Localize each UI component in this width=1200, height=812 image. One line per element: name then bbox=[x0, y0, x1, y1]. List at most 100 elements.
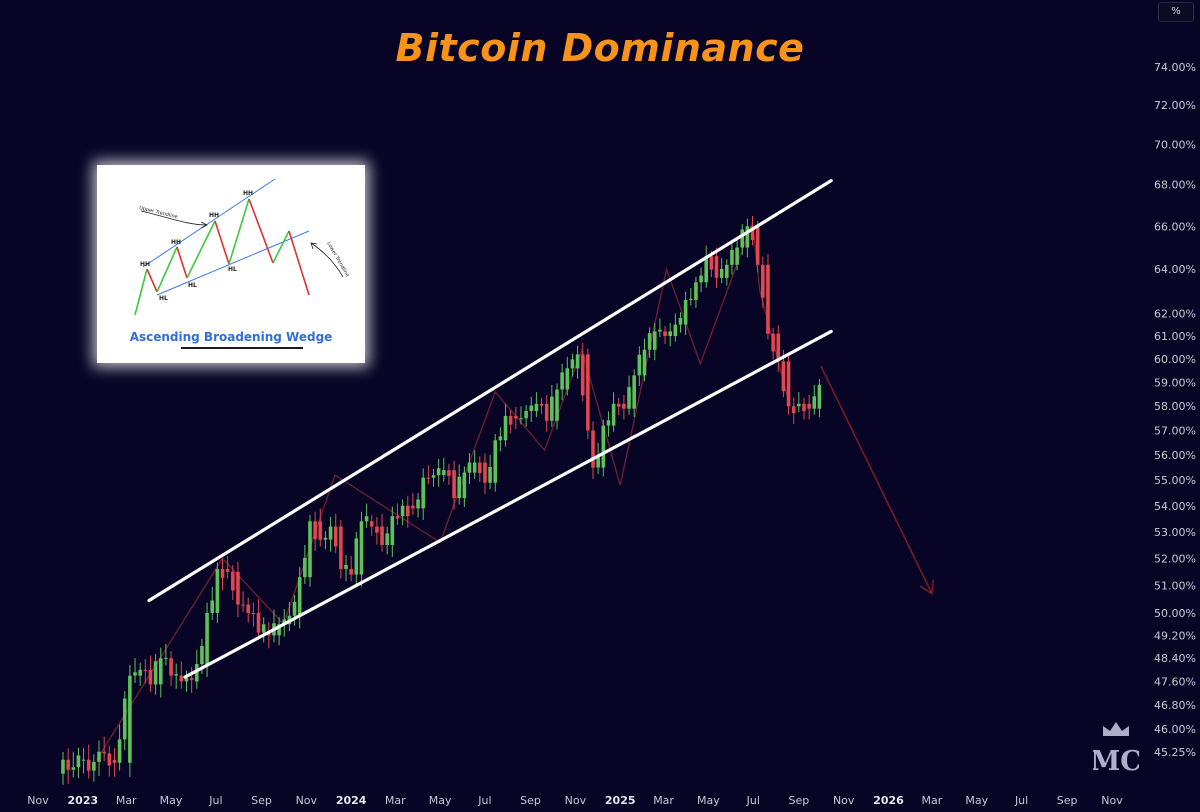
candle-up bbox=[117, 739, 122, 763]
candle-down bbox=[714, 256, 719, 278]
candle-down bbox=[236, 571, 240, 605]
y-axis[interactable]: 74.00% 72.00% 70.00% 68.00% 66.00% 64.00% 62.0… bbox=[1154, 61, 1196, 759]
candle-up bbox=[436, 468, 441, 476]
candle-up bbox=[431, 475, 436, 478]
candle-up bbox=[642, 349, 647, 376]
candle-up bbox=[632, 375, 636, 409]
inset-label-hh: HH bbox=[171, 239, 181, 246]
x-tick-label: May bbox=[429, 794, 452, 807]
inset-price-swings bbox=[134, 198, 310, 316]
y-tick-label: 66.00% bbox=[1154, 220, 1196, 233]
candle-down bbox=[107, 753, 112, 766]
candle-up bbox=[565, 368, 570, 390]
upper-trendline bbox=[147, 179, 833, 603]
x-tick-label: Nov bbox=[565, 794, 587, 807]
candle-up bbox=[683, 299, 688, 325]
crown-icon bbox=[1103, 722, 1129, 736]
inset-upper-trendline bbox=[142, 178, 276, 268]
candle-up bbox=[668, 331, 672, 337]
candle-up bbox=[328, 526, 333, 540]
projection-layer bbox=[820, 365, 935, 595]
candle-up bbox=[261, 624, 266, 633]
y-tick-label: 64.00% bbox=[1154, 263, 1196, 276]
x-tick-label: Jul bbox=[1014, 794, 1028, 807]
candle-down bbox=[750, 226, 755, 240]
y-tick-label: 54.00% bbox=[1154, 500, 1196, 513]
candle-up bbox=[385, 533, 389, 545]
inset-label-hh: HH bbox=[243, 190, 253, 197]
candle-down bbox=[318, 521, 323, 540]
candle-up bbox=[200, 646, 204, 665]
x-tick-label: Jul bbox=[477, 794, 491, 807]
candle-down bbox=[241, 604, 245, 606]
candle-up bbox=[812, 396, 817, 409]
y-tick-label: 61.00% bbox=[1154, 330, 1196, 343]
candle-down bbox=[251, 612, 256, 615]
y-tick-label: 47.60% bbox=[1154, 675, 1196, 688]
y-tick-label: 45.25% bbox=[1154, 746, 1196, 759]
candle-up bbox=[400, 505, 405, 517]
axis-unit-button[interactable]: % bbox=[1158, 2, 1194, 22]
trendline-layer bbox=[147, 179, 833, 679]
candle-down bbox=[591, 430, 595, 468]
candle-up bbox=[194, 664, 199, 682]
candle-up bbox=[344, 564, 348, 570]
candle-down bbox=[333, 526, 338, 547]
candle-up bbox=[421, 477, 425, 509]
x-axis[interactable]: Nov 2023 Mar May Jul Sep Nov 2024 Mar May Jul Sep No… bbox=[27, 794, 1123, 807]
candle-down bbox=[179, 675, 184, 682]
x-tick-label: Nov bbox=[833, 794, 855, 807]
watermark-logo: MC bbox=[1093, 722, 1139, 777]
candle-up bbox=[627, 387, 631, 409]
candle-up bbox=[647, 333, 652, 350]
candle-down bbox=[452, 470, 456, 499]
candle-up bbox=[462, 472, 467, 499]
candle-up bbox=[678, 317, 683, 325]
candle-up bbox=[467, 462, 472, 473]
candle-up bbox=[441, 470, 446, 476]
y-tick-label: 46.00% bbox=[1154, 723, 1196, 736]
candle-down bbox=[246, 604, 251, 613]
candle-down bbox=[405, 505, 410, 517]
y-tick-label: 59.00% bbox=[1154, 376, 1196, 389]
candle-up bbox=[575, 354, 580, 369]
x-tick-label: 2024 bbox=[336, 794, 367, 807]
x-tick-label: 2026 bbox=[873, 794, 904, 807]
candle-up bbox=[694, 282, 698, 300]
candle-up bbox=[652, 331, 657, 350]
candle-up bbox=[81, 759, 86, 761]
candle-down bbox=[539, 403, 544, 406]
x-tick-label: Nov bbox=[296, 794, 318, 807]
candle-up bbox=[529, 405, 534, 412]
candle-down bbox=[663, 331, 667, 337]
candle-up bbox=[92, 761, 96, 771]
y-tick-label: 57.00% bbox=[1154, 424, 1196, 437]
x-tick-label: 2023 bbox=[68, 794, 99, 807]
candle-down bbox=[102, 751, 106, 754]
candle-up bbox=[658, 329, 662, 332]
candle-down bbox=[349, 569, 353, 575]
candle-up bbox=[745, 226, 750, 248]
projection-arrow-head bbox=[919, 579, 935, 595]
chart-title: Bitcoin Dominance bbox=[395, 26, 805, 70]
candle-up bbox=[390, 516, 395, 545]
candle-up bbox=[488, 467, 492, 483]
candle-down bbox=[776, 333, 781, 362]
candle-down bbox=[66, 759, 70, 770]
x-tick-label: Sep bbox=[1057, 794, 1078, 807]
y-tick-label: 56.00% bbox=[1154, 449, 1196, 462]
inset-caption: Ascending Broadening Wedge bbox=[129, 330, 333, 344]
candle-up bbox=[277, 624, 281, 636]
candle-up bbox=[719, 268, 724, 278]
candle-up bbox=[205, 612, 209, 665]
candle-down bbox=[369, 521, 374, 527]
candle-up bbox=[76, 755, 81, 768]
candle-up bbox=[606, 420, 611, 426]
candle-up bbox=[174, 674, 179, 676]
y-tick-label: 51.00% bbox=[1154, 579, 1196, 592]
candle-down bbox=[225, 569, 230, 572]
candle-up bbox=[359, 521, 364, 575]
candle-down bbox=[220, 569, 225, 578]
lower-trendline bbox=[183, 329, 833, 679]
